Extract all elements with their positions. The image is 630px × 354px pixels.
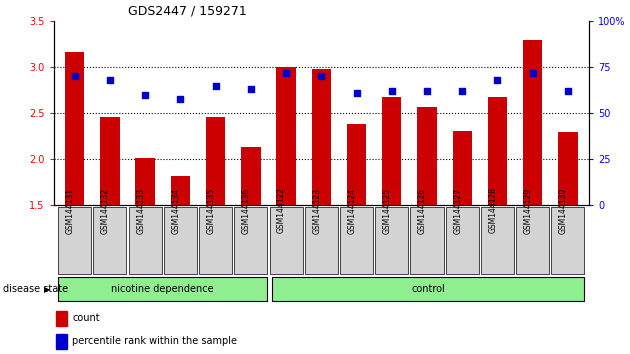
Point — [528, 70, 538, 76]
FancyBboxPatch shape — [516, 207, 549, 274]
Point — [175, 96, 185, 101]
Text: GSM144128: GSM144128 — [488, 188, 498, 233]
FancyBboxPatch shape — [375, 207, 408, 274]
Text: nicotine dependence: nicotine dependence — [112, 284, 214, 295]
Text: count: count — [72, 313, 100, 323]
Bar — [100, 117, 120, 205]
Bar — [65, 52, 84, 205]
FancyBboxPatch shape — [445, 207, 479, 274]
Bar — [488, 97, 507, 205]
Bar — [171, 176, 190, 205]
Bar — [417, 107, 437, 205]
FancyBboxPatch shape — [272, 278, 585, 301]
FancyBboxPatch shape — [481, 207, 514, 274]
Point — [210, 83, 220, 88]
Text: ▶: ▶ — [44, 285, 50, 294]
Bar — [382, 97, 401, 205]
FancyBboxPatch shape — [58, 207, 91, 274]
Text: GSM144127: GSM144127 — [453, 187, 462, 234]
Point — [105, 77, 115, 83]
FancyBboxPatch shape — [270, 207, 302, 274]
FancyBboxPatch shape — [93, 207, 127, 274]
Text: GSM144125: GSM144125 — [383, 187, 392, 234]
Point — [281, 70, 291, 76]
Point — [352, 90, 362, 96]
Point — [387, 88, 397, 94]
Bar — [452, 131, 472, 205]
Bar — [206, 117, 226, 205]
Point — [246, 86, 256, 92]
Point — [140, 92, 150, 98]
Text: GSM144126: GSM144126 — [418, 187, 427, 234]
Text: GSM144122: GSM144122 — [277, 188, 286, 233]
Text: GSM144132: GSM144132 — [101, 187, 110, 234]
Bar — [347, 124, 366, 205]
FancyBboxPatch shape — [551, 207, 585, 274]
FancyBboxPatch shape — [164, 207, 197, 274]
FancyBboxPatch shape — [199, 207, 232, 274]
Text: GSM144131: GSM144131 — [66, 187, 75, 234]
Bar — [135, 158, 155, 205]
Bar — [523, 40, 542, 205]
FancyBboxPatch shape — [305, 207, 338, 274]
Text: GSM144124: GSM144124 — [348, 187, 357, 234]
Bar — [56, 334, 67, 349]
FancyBboxPatch shape — [58, 278, 267, 301]
Bar — [312, 69, 331, 205]
Bar — [277, 67, 295, 205]
Text: percentile rank within the sample: percentile rank within the sample — [72, 336, 238, 346]
Point — [316, 74, 326, 79]
Point — [422, 88, 432, 94]
Text: GSM144129: GSM144129 — [524, 187, 533, 234]
Text: GSM144135: GSM144135 — [207, 187, 215, 234]
Point — [493, 77, 503, 83]
FancyBboxPatch shape — [234, 207, 267, 274]
FancyBboxPatch shape — [340, 207, 373, 274]
Text: GSM144123: GSM144123 — [312, 187, 321, 234]
Point — [563, 88, 573, 94]
Bar — [558, 132, 578, 205]
Bar — [241, 147, 261, 205]
FancyBboxPatch shape — [410, 207, 444, 274]
Text: disease state: disease state — [3, 284, 68, 295]
Text: GSM144134: GSM144134 — [171, 187, 180, 234]
Text: GDS2447 / 159271: GDS2447 / 159271 — [128, 5, 247, 18]
Bar — [56, 311, 67, 326]
Text: GSM144136: GSM144136 — [242, 187, 251, 234]
Text: control: control — [411, 284, 445, 295]
FancyBboxPatch shape — [129, 207, 162, 274]
Text: GSM144133: GSM144133 — [136, 187, 145, 234]
Point — [457, 88, 467, 94]
Point — [70, 74, 80, 79]
Text: GSM144130: GSM144130 — [559, 187, 568, 234]
